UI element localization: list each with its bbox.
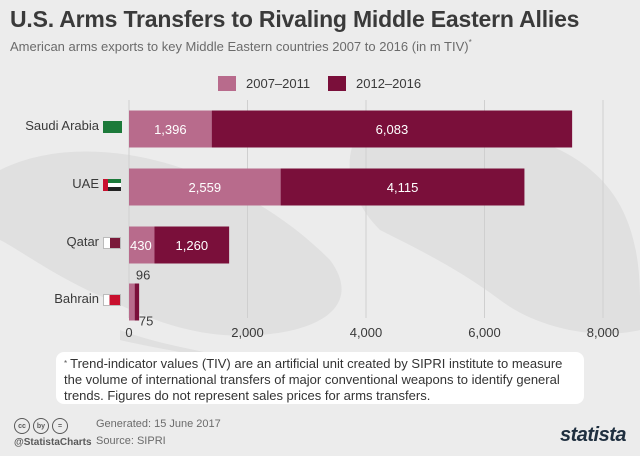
x-tick-label-6000: 6,000 [468,325,501,340]
data-label-saudi-arabia-2007-2011: 1,396 [154,122,187,137]
source-label: Source: SIPRI [96,435,166,447]
category-label-uae: UAE [72,176,99,191]
legend-swatch-2007-2011 [218,75,236,91]
legend-swatch-2012-2016 [328,75,346,91]
category-label-qatar: Qatar [66,234,99,249]
legend-label-2012-2016: 2012–2016 [356,75,422,91]
data-label-bahrain-2012-2016: 75 [139,314,153,329]
data-label-bahrain-2007-2011: 96 [136,268,150,283]
data-label-uae-2012-2016: 4,115 [387,180,419,195]
cc-license-icon[interactable]: cc [14,418,30,434]
legend-label-2007-2011: 2007–2011 [246,75,311,91]
bar-uae-2012-2016 [280,168,525,206]
bar-qatar-2007-2011 [129,226,155,264]
bahrain-flag-icon [103,294,121,306]
bar-bahrain-2007-2011 [129,283,135,321]
data-label-saudi-arabia-2012-2016: 6,083 [376,122,409,137]
footnote-box: * Trend-indicator values (TIV) are an art… [56,352,584,404]
no-derivatives-icon[interactable]: = [52,418,68,434]
bar-saudi-arabia-2012-2016 [211,110,573,148]
subtitle-text: American arms exports to key Middle East… [10,39,469,54]
qatar-flag-icon [103,237,121,249]
footnote-mark: * [64,359,68,368]
statista-logo[interactable]: statista [559,424,627,446]
bar-uae-2007-2011 [129,168,281,206]
category-label-bahrain: Bahrain [54,291,99,306]
chart-title: U.S. Arms Transfers to Rivaling Middle E… [10,6,580,32]
x-tick-label-0: 0 [125,325,132,340]
saudi-arabia-flag-icon [103,121,122,133]
subtitle-footnote-mark: * [468,38,472,47]
x-tick-label-4000: 4,000 [350,325,383,340]
legend-item-2007-2011: 2007–2011 [218,75,310,91]
bar-qatar-2012-2016 [154,226,230,264]
bar-bahrain-2012-2016 [134,283,140,321]
uae-flag-icon [103,179,121,191]
data-label-uae-2007-2011: 2,559 [189,180,222,195]
data-label-qatar-2007-2011: 430 [130,238,152,253]
footnote-text: Trend-indicator values (TIV) are an arti… [64,356,563,403]
generated-date: Generated: 15 June 2017 [96,418,221,430]
x-tick-label-8000: 8,000 [587,325,620,340]
attribution-icon[interactable]: by [33,418,49,434]
bar-saudi-arabia-2007-2011 [129,110,212,148]
data-label-qatar-2012-2016: 1,260 [176,238,209,253]
category-label-saudi-arabia: Saudi Arabia [25,118,99,133]
legend-item-2012-2016: 2012–2016 [328,75,421,91]
twitter-handle[interactable]: @StatistaCharts [14,437,92,448]
x-tick-label-2000: 2,000 [231,325,264,340]
chart-subtitle: American arms exports to key Middle East… [10,38,472,54]
